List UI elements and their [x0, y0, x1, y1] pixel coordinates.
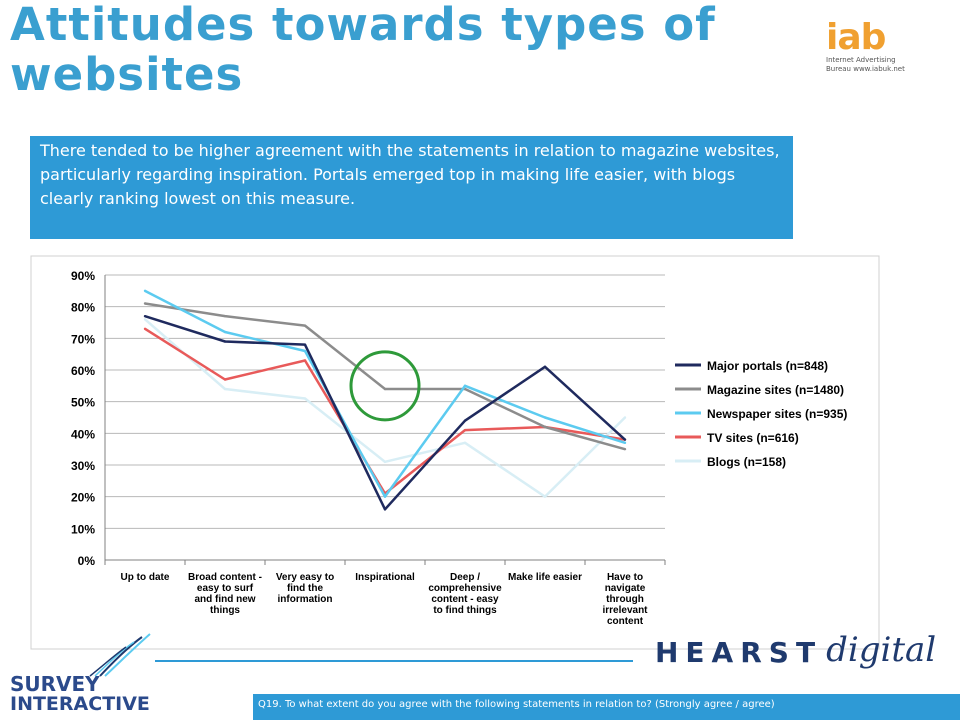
hearst-logo-digital: digital: [826, 630, 937, 670]
y-tick-label: 50%: [71, 396, 95, 410]
data-point: [623, 438, 627, 441]
legend-label: Major portals (n=848): [707, 359, 828, 373]
y-tick-label: 40%: [71, 427, 95, 441]
data-point: [463, 384, 467, 388]
x-tick-label: Broad content -: [188, 572, 262, 583]
x-tick-label: to find things: [433, 605, 497, 616]
data-point: [223, 378, 227, 381]
data-point: [143, 318, 147, 321]
survey-interactive-logo: SURVEY INTERACTIVE: [10, 632, 155, 717]
data-point: [463, 441, 467, 445]
hearst-digital-logo: HEARST digital: [655, 626, 936, 670]
data-point: [383, 387, 387, 391]
x-tick-label: Deep /: [450, 572, 480, 583]
survey-logo-line1: SURVEY: [10, 672, 100, 696]
data-point: [143, 289, 147, 293]
y-tick-label: 70%: [71, 332, 95, 346]
page-title: Attitudes towards types of websites: [10, 0, 716, 101]
legend-label: Magazine sites (n=1480): [707, 383, 844, 397]
y-tick-label: 30%: [71, 459, 95, 473]
chart-svg: 0% 10% 20% 30% 40% 50% 60% 70% 80% 90% Up to date B…: [30, 255, 880, 650]
iab-logo-mark: iab: [826, 17, 886, 58]
x-tick-label: easy to surf: [197, 583, 254, 594]
data-point: [463, 419, 467, 422]
data-point: [223, 340, 227, 343]
x-tick-label: Have to: [607, 572, 643, 583]
x-tick-label: Inspirational: [355, 572, 415, 583]
data-point: [463, 428, 467, 432]
x-tick-label: content: [607, 616, 644, 627]
iab-logo: iab Internet Advertising Bureau www.iabu…: [826, 20, 946, 80]
data-point: [223, 314, 227, 318]
y-tick-label: 90%: [71, 269, 95, 283]
legend-label: Newspaper sites (n=935): [707, 407, 847, 421]
data-point: [383, 460, 387, 464]
x-tick-label: find the: [287, 583, 324, 594]
data-point: [543, 416, 547, 419]
x-tick-label: Make life easier: [508, 572, 582, 583]
data-point: [383, 495, 387, 498]
data-point: [623, 441, 627, 445]
data-point: [143, 327, 147, 331]
highlight-circle: [349, 350, 421, 422]
x-tick-label: comprehensive: [428, 583, 502, 594]
data-point: [303, 324, 307, 327]
data-point: [303, 349, 307, 353]
data-point: [143, 314, 147, 318]
y-tick-label: 60%: [71, 364, 95, 378]
question-footer: Q19. To what extent do you agree with th…: [253, 694, 960, 720]
x-tick-label: Very easy to: [276, 572, 334, 583]
x-tick-label: through: [606, 594, 644, 605]
data-point: [543, 495, 547, 498]
hearst-logo-word: HEARST: [655, 636, 823, 669]
data-point: [303, 343, 307, 346]
x-tick-label: things: [210, 605, 240, 616]
x-tick-label: irrelevant: [602, 605, 648, 616]
chart-border: [30, 255, 880, 650]
y-tick-label: 80%: [71, 301, 95, 315]
x-tick-label: and find new: [194, 594, 255, 605]
data-point: [383, 508, 387, 511]
legend-label: Blogs (n=158): [707, 455, 786, 469]
survey-swoosh-icon: [89, 633, 151, 677]
y-tick-label: 10%: [71, 522, 95, 536]
data-point: [303, 397, 307, 400]
summary-callout: There tended to be higher agreement with…: [30, 136, 793, 239]
x-tick-label: information: [278, 594, 333, 605]
data-point: [143, 302, 147, 305]
data-point: [543, 425, 547, 429]
divider-line: [155, 660, 633, 662]
survey-logo-line2: INTERACTIVE: [10, 693, 150, 715]
data-point: [223, 387, 227, 391]
data-point: [223, 330, 227, 334]
x-tick-label: Up to date: [121, 572, 170, 583]
y-tick-label: 0%: [78, 554, 96, 568]
data-point: [623, 416, 627, 419]
iab-logo-line1: Internet Advertising: [826, 56, 896, 64]
data-point: [543, 365, 547, 369]
x-tick-label: content - easy: [431, 594, 499, 605]
y-tick-label: 20%: [71, 491, 95, 505]
line-chart: 0% 10% 20% 30% 40% 50% 60% 70% 80% 90% Up to date B…: [30, 255, 880, 650]
data-point: [623, 447, 627, 451]
legend-label: TV sites (n=616): [707, 431, 799, 445]
x-tick-label: navigate: [605, 583, 646, 594]
data-point: [303, 359, 307, 362]
iab-logo-line2: Bureau www.iabuk.net: [826, 65, 905, 73]
